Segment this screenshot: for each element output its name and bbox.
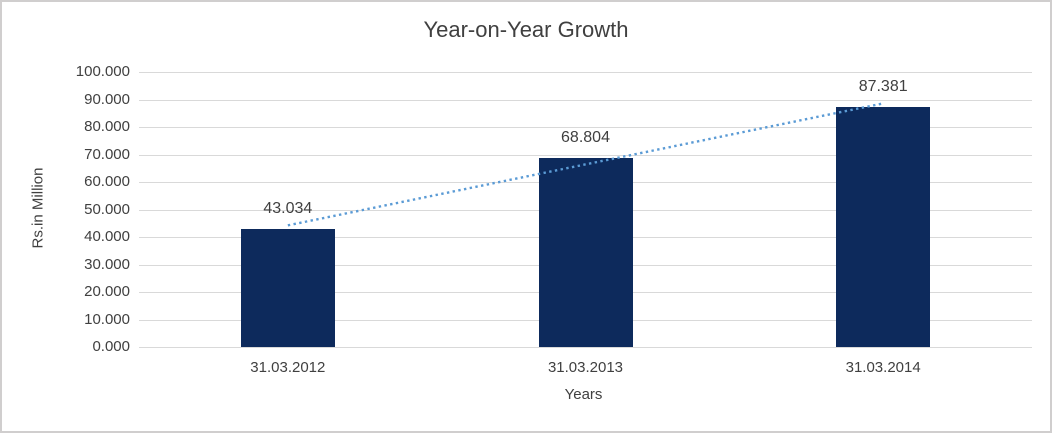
y-tick-label: 0.000 (92, 338, 130, 355)
y-tick-label: 90.000 (84, 90, 130, 108)
y-tick-label: 10.000 (84, 310, 130, 328)
x-category-label: 31.03.2013 (547, 359, 624, 376)
bar-data-label: 68.804 (561, 128, 610, 146)
gridline (139, 99, 1032, 101)
bar (538, 157, 633, 347)
bar (836, 106, 931, 347)
bar (240, 228, 335, 347)
y-tick-label: 20.000 (84, 283, 130, 300)
x-category-label: 31.03.2014 (845, 359, 921, 376)
y-tick-label: 40.000 (84, 228, 130, 245)
x-category-label: 31.03.2012 (250, 359, 326, 376)
y-tick-label: 70.000 (84, 145, 130, 163)
y-tick-label: 100.000 (75, 63, 130, 80)
bar-data-label: 43.034 (263, 199, 313, 217)
y-tick-label: 60.000 (84, 173, 130, 190)
y-tick-label: 50.000 (84, 200, 130, 218)
y-tick-label: 30.000 (84, 255, 130, 273)
x-axis-title: Years (564, 386, 603, 403)
gridline (139, 72, 1032, 73)
chart-title: Year-on-Year Growth (423, 17, 629, 42)
y-axis-title: Rs.in Million (29, 167, 47, 249)
x-axis-line (139, 347, 1032, 348)
y-tick-label: 80.000 (84, 118, 130, 135)
bar-data-label: 87.381 (858, 77, 908, 95)
